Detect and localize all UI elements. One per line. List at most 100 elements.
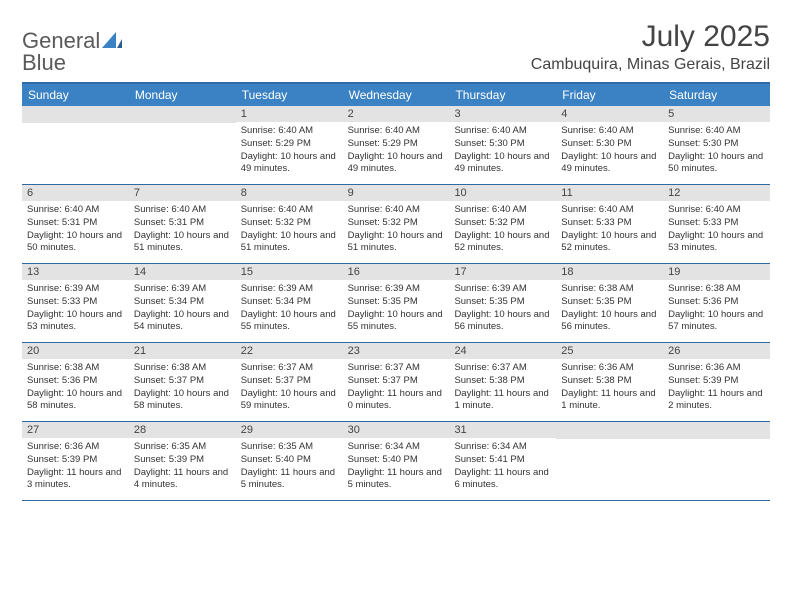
day-cell	[129, 106, 236, 184]
day-number: 27	[22, 422, 129, 438]
sunrise-text: Sunrise: 6:37 AM	[241, 362, 338, 375]
sunrise-text: Sunrise: 6:39 AM	[27, 283, 124, 296]
day-cell: 21Sunrise: 6:38 AMSunset: 5:37 PMDayligh…	[129, 343, 236, 421]
sunrise-text: Sunrise: 6:39 AM	[241, 283, 338, 296]
day-cell: 7Sunrise: 6:40 AMSunset: 5:31 PMDaylight…	[129, 185, 236, 263]
day-number: 17	[449, 264, 556, 280]
day-cell: 20Sunrise: 6:38 AMSunset: 5:36 PMDayligh…	[22, 343, 129, 421]
sunrise-text: Sunrise: 6:40 AM	[454, 125, 551, 138]
sunrise-text: Sunrise: 6:39 AM	[454, 283, 551, 296]
day-body: Sunrise: 6:40 AMSunset: 5:31 PMDaylight:…	[129, 201, 236, 259]
day-body: Sunrise: 6:39 AMSunset: 5:35 PMDaylight:…	[343, 280, 450, 338]
sunset-text: Sunset: 5:41 PM	[454, 454, 551, 467]
sunrise-text: Sunrise: 6:40 AM	[668, 204, 765, 217]
daylight-text: Daylight: 10 hours and 55 minutes.	[348, 309, 445, 335]
sunrise-text: Sunrise: 6:38 AM	[134, 362, 231, 375]
day-cell: 18Sunrise: 6:38 AMSunset: 5:35 PMDayligh…	[556, 264, 663, 342]
day-body: Sunrise: 6:38 AMSunset: 5:37 PMDaylight:…	[129, 359, 236, 417]
day-body: Sunrise: 6:40 AMSunset: 5:29 PMDaylight:…	[343, 122, 450, 180]
sunset-text: Sunset: 5:34 PM	[241, 296, 338, 309]
sunset-text: Sunset: 5:36 PM	[27, 375, 124, 388]
day-cell: 3Sunrise: 6:40 AMSunset: 5:30 PMDaylight…	[449, 106, 556, 184]
col-header-wed: Wednesday	[343, 84, 450, 106]
day-number	[22, 106, 129, 123]
daylight-text: Daylight: 11 hours and 1 minute.	[454, 388, 551, 414]
day-cell: 15Sunrise: 6:39 AMSunset: 5:34 PMDayligh…	[236, 264, 343, 342]
sunset-text: Sunset: 5:40 PM	[241, 454, 338, 467]
sunrise-text: Sunrise: 6:38 AM	[668, 283, 765, 296]
day-cell: 16Sunrise: 6:39 AMSunset: 5:35 PMDayligh…	[343, 264, 450, 342]
day-number: 28	[129, 422, 236, 438]
day-number: 25	[556, 343, 663, 359]
daylight-text: Daylight: 11 hours and 6 minutes.	[454, 467, 551, 493]
column-headers: Sunday Monday Tuesday Wednesday Thursday…	[22, 84, 770, 106]
daylight-text: Daylight: 10 hours and 56 minutes.	[454, 309, 551, 335]
daylight-text: Daylight: 10 hours and 51 minutes.	[348, 230, 445, 256]
day-cell: 12Sunrise: 6:40 AMSunset: 5:33 PMDayligh…	[663, 185, 770, 263]
sunrise-text: Sunrise: 6:36 AM	[561, 362, 658, 375]
sunset-text: Sunset: 5:39 PM	[134, 454, 231, 467]
sunrise-text: Sunrise: 6:36 AM	[27, 441, 124, 454]
day-cell: 10Sunrise: 6:40 AMSunset: 5:32 PMDayligh…	[449, 185, 556, 263]
daylight-text: Daylight: 10 hours and 49 minutes.	[348, 151, 445, 177]
day-number	[556, 422, 663, 439]
sunset-text: Sunset: 5:38 PM	[561, 375, 658, 388]
daylight-text: Daylight: 11 hours and 3 minutes.	[27, 467, 124, 493]
page-title: July 2025	[531, 20, 770, 54]
day-cell: 22Sunrise: 6:37 AMSunset: 5:37 PMDayligh…	[236, 343, 343, 421]
sunrise-text: Sunrise: 6:36 AM	[668, 362, 765, 375]
day-cell	[663, 422, 770, 500]
daylight-text: Daylight: 10 hours and 51 minutes.	[134, 230, 231, 256]
day-number: 5	[663, 106, 770, 122]
day-number: 4	[556, 106, 663, 122]
day-body: Sunrise: 6:34 AMSunset: 5:40 PMDaylight:…	[343, 438, 450, 496]
sunset-text: Sunset: 5:32 PM	[241, 217, 338, 230]
day-number: 14	[129, 264, 236, 280]
daylight-text: Daylight: 10 hours and 51 minutes.	[241, 230, 338, 256]
col-header-fri: Friday	[556, 84, 663, 106]
daylight-text: Daylight: 11 hours and 2 minutes.	[668, 388, 765, 414]
day-cell: 27Sunrise: 6:36 AMSunset: 5:39 PMDayligh…	[22, 422, 129, 500]
sunset-text: Sunset: 5:30 PM	[668, 138, 765, 151]
sunset-text: Sunset: 5:32 PM	[348, 217, 445, 230]
day-body: Sunrise: 6:39 AMSunset: 5:33 PMDaylight:…	[22, 280, 129, 338]
day-cell: 2Sunrise: 6:40 AMSunset: 5:29 PMDaylight…	[343, 106, 450, 184]
sunset-text: Sunset: 5:31 PM	[27, 217, 124, 230]
sunset-text: Sunset: 5:29 PM	[241, 138, 338, 151]
day-cell: 31Sunrise: 6:34 AMSunset: 5:41 PMDayligh…	[449, 422, 556, 500]
sunrise-text: Sunrise: 6:37 AM	[348, 362, 445, 375]
sunrise-text: Sunrise: 6:38 AM	[561, 283, 658, 296]
day-number: 31	[449, 422, 556, 438]
day-body: Sunrise: 6:37 AMSunset: 5:37 PMDaylight:…	[343, 359, 450, 417]
sunset-text: Sunset: 5:31 PM	[134, 217, 231, 230]
day-cell: 4Sunrise: 6:40 AMSunset: 5:30 PMDaylight…	[556, 106, 663, 184]
sunset-text: Sunset: 5:35 PM	[454, 296, 551, 309]
daylight-text: Daylight: 10 hours and 53 minutes.	[668, 230, 765, 256]
day-cell: 19Sunrise: 6:38 AMSunset: 5:36 PMDayligh…	[663, 264, 770, 342]
day-body: Sunrise: 6:36 AMSunset: 5:39 PMDaylight:…	[663, 359, 770, 417]
sunset-text: Sunset: 5:33 PM	[561, 217, 658, 230]
sunrise-text: Sunrise: 6:40 AM	[241, 204, 338, 217]
day-cell: 30Sunrise: 6:34 AMSunset: 5:40 PMDayligh…	[343, 422, 450, 500]
sunrise-text: Sunrise: 6:39 AM	[348, 283, 445, 296]
sunrise-text: Sunrise: 6:40 AM	[561, 125, 658, 138]
day-number: 8	[236, 185, 343, 201]
sunset-text: Sunset: 5:37 PM	[241, 375, 338, 388]
day-body: Sunrise: 6:35 AMSunset: 5:39 PMDaylight:…	[129, 438, 236, 496]
sunrise-text: Sunrise: 6:34 AM	[348, 441, 445, 454]
daylight-text: Daylight: 10 hours and 50 minutes.	[668, 151, 765, 177]
sunset-text: Sunset: 5:35 PM	[348, 296, 445, 309]
sunrise-text: Sunrise: 6:35 AM	[134, 441, 231, 454]
daylight-text: Daylight: 10 hours and 57 minutes.	[668, 309, 765, 335]
sunrise-text: Sunrise: 6:40 AM	[27, 204, 124, 217]
daylight-text: Daylight: 11 hours and 0 minutes.	[348, 388, 445, 414]
sunset-text: Sunset: 5:37 PM	[348, 375, 445, 388]
day-number: 6	[22, 185, 129, 201]
day-cell: 5Sunrise: 6:40 AMSunset: 5:30 PMDaylight…	[663, 106, 770, 184]
day-body: Sunrise: 6:40 AMSunset: 5:33 PMDaylight:…	[663, 201, 770, 259]
day-body: Sunrise: 6:35 AMSunset: 5:40 PMDaylight:…	[236, 438, 343, 496]
week-row: 20Sunrise: 6:38 AMSunset: 5:36 PMDayligh…	[22, 343, 770, 422]
week-row: 13Sunrise: 6:39 AMSunset: 5:33 PMDayligh…	[22, 264, 770, 343]
day-number: 23	[343, 343, 450, 359]
daylight-text: Daylight: 10 hours and 56 minutes.	[561, 309, 658, 335]
